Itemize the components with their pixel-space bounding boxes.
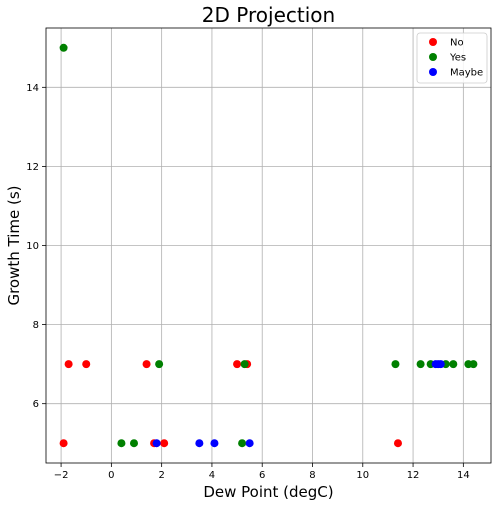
y-axis-label: Growth Time (s): [5, 185, 23, 305]
legend-item-yes: Yes: [429, 53, 466, 64]
data-point-maybe: [210, 439, 219, 448]
grid: [46, 28, 491, 463]
data-point-yes: [449, 360, 458, 369]
x-tick-label: 0: [108, 470, 114, 481]
legend-item-maybe: Maybe: [429, 68, 483, 79]
data-point-maybe: [436, 360, 445, 369]
y-tick-label: 14: [26, 83, 39, 94]
data-point-maybe: [245, 439, 254, 448]
data-points: [59, 43, 478, 448]
legend-label: Maybe: [450, 68, 483, 79]
x-tick-label: 2: [158, 470, 164, 481]
legend: No Yes Maybe: [416, 32, 488, 84]
x-tick-label: 12: [407, 470, 420, 481]
data-point-no: [160, 439, 169, 448]
legend-marker: [429, 38, 437, 46]
data-point-maybe: [152, 439, 161, 448]
data-point-yes: [240, 360, 249, 369]
y-tick-label: 10: [26, 241, 39, 252]
data-point-no: [142, 360, 151, 369]
series-maybe: [152, 360, 445, 448]
legend-marker: [429, 68, 437, 76]
legend-label: No: [450, 38, 464, 49]
data-point-no: [393, 439, 402, 448]
legend-item-no: No: [429, 38, 464, 49]
data-point-yes: [129, 439, 138, 448]
y-axis-ticks: 6 8 10 12 14: [26, 83, 46, 410]
data-point-yes: [416, 360, 425, 369]
data-point-yes: [117, 439, 126, 448]
x-tick-label: 14: [457, 470, 470, 481]
data-point-no: [233, 360, 242, 369]
data-point-yes: [59, 43, 68, 52]
x-tick-label: 8: [309, 470, 315, 481]
data-point-yes: [391, 360, 400, 369]
x-tick-label: −2: [54, 470, 69, 481]
x-tick-label: 10: [356, 470, 369, 481]
legend-label: Yes: [449, 53, 466, 64]
data-point-yes: [155, 360, 164, 369]
legend-marker: [429, 53, 437, 61]
data-point-yes: [238, 439, 247, 448]
data-point-no: [64, 360, 73, 369]
data-point-yes: [469, 360, 478, 369]
y-tick-label: 12: [26, 162, 39, 173]
x-axis-ticks: −2 0 2 4 6 8 10 12 14: [54, 463, 470, 481]
x-axis-label: Dew Point (degC): [203, 483, 333, 501]
data-point-maybe: [195, 439, 204, 448]
x-tick-label: 4: [209, 470, 215, 481]
chart-title: 2D Projection: [202, 3, 335, 27]
data-point-no: [82, 360, 91, 369]
data-point-no: [59, 439, 68, 448]
y-tick-label: 8: [33, 320, 39, 331]
x-tick-label: 6: [259, 470, 265, 481]
y-tick-label: 6: [33, 399, 39, 410]
